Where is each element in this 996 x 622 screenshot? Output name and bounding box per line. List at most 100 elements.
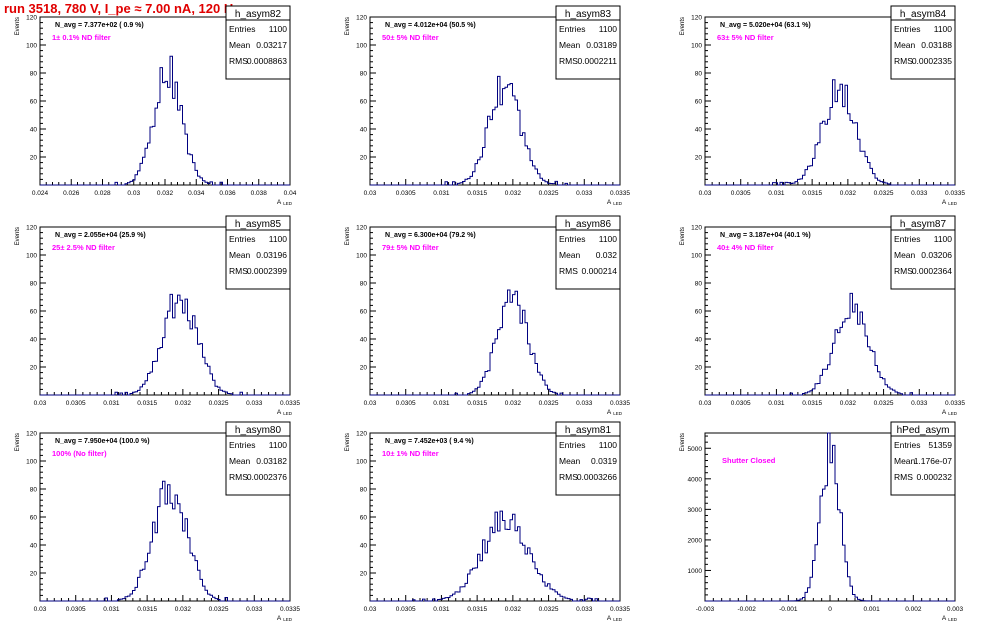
histogram-name: h_asym82 <box>235 9 282 20</box>
y-tick-label: 40 <box>360 127 368 134</box>
y-axis-title: Events <box>680 227 686 245</box>
x-tick-label: 0.0325 <box>874 400 894 407</box>
x-tick-label: 0.0335 <box>280 400 300 407</box>
stats-value: 0.0002399 <box>247 266 287 276</box>
stats-key: Mean <box>894 456 916 466</box>
x-tick-label: 0.03 <box>699 400 712 407</box>
stats-key: Entries <box>559 24 585 34</box>
y-tick-label: 120 <box>691 15 702 22</box>
stats-key: Mean <box>559 250 581 260</box>
y-tick-label: 20 <box>360 571 368 578</box>
x-axis-title: A LED <box>942 409 958 416</box>
x-tick-label: 0.03 <box>127 190 140 197</box>
y-tick-label: 100 <box>691 253 702 260</box>
stats-key: RMS <box>229 472 248 482</box>
x-axis-title: A LED <box>277 409 293 416</box>
stats-value: 1.176e-07 <box>914 456 953 466</box>
histogram-name: h_asym87 <box>900 219 947 230</box>
histogram-panel-h_asym80: 0.03 0.0305 0.031 0.0315 0.032 0.0325 0.033 0.0… <box>15 421 300 622</box>
x-tick-label: 0.036 <box>219 190 236 197</box>
stats-value: 51359 <box>928 440 952 450</box>
stats-value: 1100 <box>599 440 618 450</box>
x-tick-label: 0.032 <box>505 606 522 613</box>
y-tick-label: 20 <box>30 365 38 372</box>
stats-value: 1100 <box>934 234 953 244</box>
x-tick-label: 0.0335 <box>610 400 630 407</box>
y-tick-label: 40 <box>30 543 38 550</box>
x-tick-label: 0.0325 <box>539 190 559 197</box>
x-tick-label: 0.026 <box>63 190 80 197</box>
y-axis-title: Events <box>345 227 351 245</box>
stats-key: RMS <box>894 56 913 66</box>
histogram-series <box>370 510 620 602</box>
histogram-panel-h_asym81: 0.03 0.0305 0.031 0.0315 0.032 0.0325 0.033 0.0… <box>345 421 630 622</box>
y-tick-label: 80 <box>30 71 38 78</box>
y-tick-label: 20 <box>695 365 703 372</box>
y-axis-title: Events <box>680 433 686 451</box>
stats-key: Entries <box>229 24 255 34</box>
y-tick-label: 120 <box>26 225 37 232</box>
x-tick-label: 0.04 <box>284 190 297 197</box>
stats-box <box>890 215 956 290</box>
x-tick-label: 0.0305 <box>396 606 416 613</box>
x-tick-label: 0.032 <box>505 190 522 197</box>
y-tick-label: 100 <box>356 43 367 50</box>
stats-key: Mean <box>559 40 581 50</box>
x-tick-label: 0.032 <box>175 400 192 407</box>
y-tick-label: 120 <box>356 15 367 22</box>
x-tick-label: 0.0305 <box>66 606 86 613</box>
stats-value: 0.0002335 <box>912 56 952 66</box>
x-tick-label: 0.0335 <box>945 400 965 407</box>
histogram-series <box>370 75 620 186</box>
histogram-name: h_asym84 <box>900 9 947 20</box>
y-tick-label: 4000 <box>688 476 703 483</box>
histogram-name: h_asym80 <box>235 425 282 436</box>
y-tick-label: 80 <box>360 71 368 78</box>
filter-label: 25± 2.5% ND filter <box>52 243 115 252</box>
y-tick-label: 100 <box>356 459 367 466</box>
stats-value: 0.0002376 <box>247 472 287 482</box>
stats-value: 0.0002211 <box>577 56 617 66</box>
y-tick-label: 120 <box>26 431 37 438</box>
y-tick-label: 120 <box>691 225 702 232</box>
y-tick-label: 40 <box>360 337 368 344</box>
x-tick-label: 0.033 <box>246 400 263 407</box>
y-tick-label: 40 <box>695 127 703 134</box>
stats-value: 1100 <box>269 24 288 34</box>
x-tick-label: 0.033 <box>911 400 928 407</box>
stats-key: RMS <box>894 266 913 276</box>
x-axis-title: A LED <box>607 615 623 622</box>
histogram-name: h_asym86 <box>565 219 612 230</box>
y-tick-label: 80 <box>30 487 38 494</box>
stats-key: RMS <box>559 266 578 276</box>
y-tick-label: 5000 <box>688 446 703 453</box>
stats-value: 0.000214 <box>582 266 618 276</box>
x-tick-label: 0.033 <box>576 400 593 407</box>
stats-key: Mean <box>894 40 916 50</box>
y-tick-label: 100 <box>26 459 37 466</box>
y-tick-label: 3000 <box>688 507 703 514</box>
x-tick-label: 0.001 <box>864 606 881 613</box>
filter-label: 63± 5% ND filter <box>717 33 774 42</box>
stats-key: Mean <box>229 40 251 50</box>
x-tick-label: 0.032 <box>840 190 857 197</box>
stats-value: 0.000232 <box>917 472 953 482</box>
x-tick-label: 0.032 <box>157 190 174 197</box>
x-tick-label: 0.031 <box>768 400 785 407</box>
filter-label: 100% (No filter) <box>52 449 107 458</box>
histogram-panel-h_asym87: 0.03 0.0305 0.031 0.0315 0.032 0.0325 0.033 0.0… <box>680 215 965 416</box>
x-axis-title: A LED <box>277 615 293 622</box>
stats-value: 1100 <box>934 24 953 34</box>
x-tick-label: 0.03 <box>364 606 377 613</box>
x-tick-label: 0.033 <box>246 606 263 613</box>
stats-value: 0.03188 <box>921 40 952 50</box>
stats-box <box>555 421 621 496</box>
stats-box <box>890 5 956 80</box>
stats-key: Entries <box>559 440 585 450</box>
x-tick-label: 0.032 <box>505 400 522 407</box>
y-tick-label: 100 <box>691 43 702 50</box>
stats-box <box>555 5 621 80</box>
stats-key: Entries <box>229 440 255 450</box>
stats-box <box>890 421 956 496</box>
